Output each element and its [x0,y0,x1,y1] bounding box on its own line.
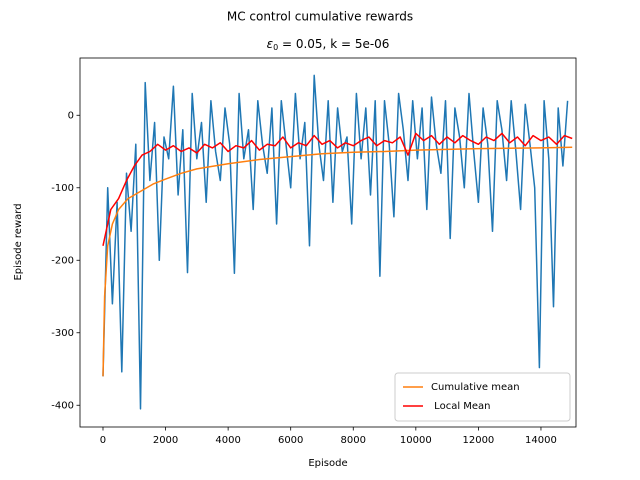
x-tick-label: 14000 [525,435,557,446]
x-tick-label: 4000 [215,435,240,446]
series-line [102,74,569,410]
title-rest: = 0.05, k = 5e-06 [278,37,389,51]
x-tick-label: 0 [100,435,106,446]
plot-frame [79,57,577,428]
y-tick-label: -400 [51,400,74,411]
y-tick-label: -100 [51,183,74,194]
y-axis-label: Episode reward [13,203,24,280]
x-tick-label: 2000 [153,435,178,446]
x-tick-label: 10000 [400,435,432,446]
legend-label: Cumulative mean [431,382,520,393]
series-line [102,132,573,246]
x-tick-label: 6000 [278,435,303,446]
title-symbol: ε [267,37,274,51]
chart-title: ε0 = 0.05, k = 5e-06 [267,37,390,52]
series-line [102,146,573,377]
y-tick-label: -300 [51,328,74,339]
y-tick-label: 0 [68,110,74,121]
x-axis-label: Episode [308,458,347,469]
x-tick-label: 12000 [462,435,494,446]
legend-box [394,372,571,422]
x-tick-label: 8000 [341,435,366,446]
legend-label: Local Mean [431,401,491,412]
title-subscript: 0 [273,43,278,52]
suptitle: MC control cumulative rewards [227,10,413,24]
y-tick-label: -200 [51,255,74,266]
